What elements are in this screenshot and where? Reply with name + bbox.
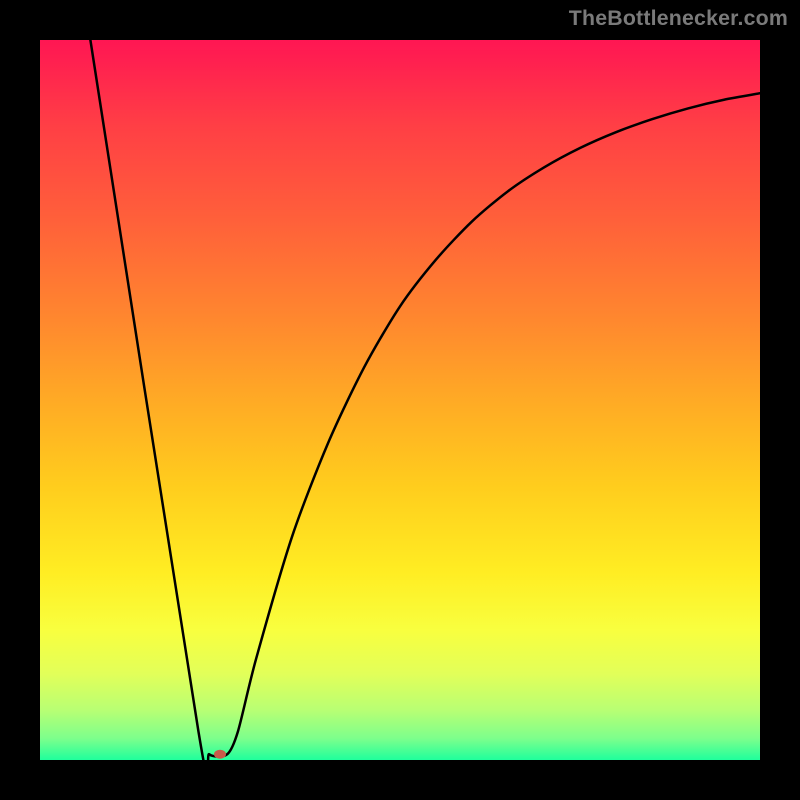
bottleneck-curve-chart xyxy=(40,40,760,760)
chart-plot-area xyxy=(40,40,760,760)
optimal-point-marker xyxy=(214,750,226,759)
watermark-text: TheBottlenecker.com xyxy=(569,6,788,31)
chart-frame: TheBottlenecker.com xyxy=(0,0,800,800)
chart-background xyxy=(40,40,760,760)
